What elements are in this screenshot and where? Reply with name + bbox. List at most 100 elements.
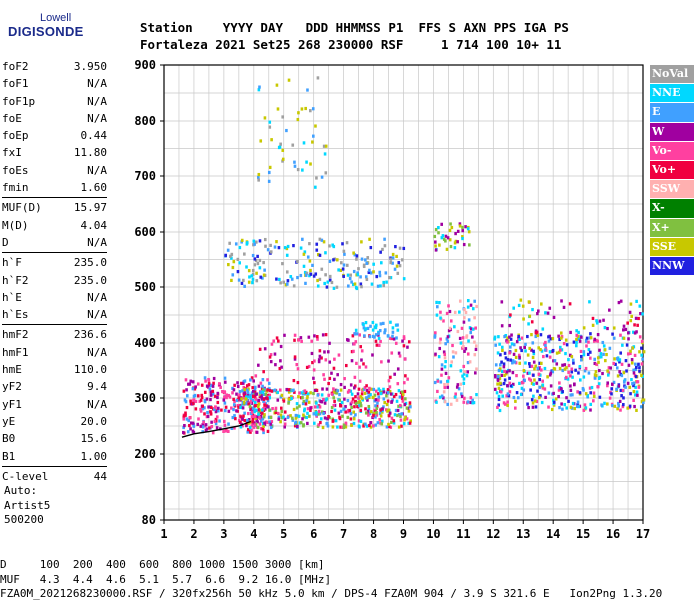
echo-point [399, 414, 402, 418]
echo-point [253, 400, 257, 404]
echo-point [230, 406, 233, 410]
echo-point [530, 398, 534, 402]
x-tick-label: 15 [576, 527, 590, 541]
echo-point [249, 430, 252, 434]
echo-point [224, 405, 228, 409]
echo-point [334, 419, 338, 423]
echo-point [234, 417, 237, 421]
echo-point [376, 401, 379, 405]
echo-point [582, 353, 586, 357]
echo-point [251, 253, 255, 258]
echo-point [619, 333, 622, 337]
echo-point [376, 284, 380, 288]
echo-point [589, 332, 592, 336]
echo-point [613, 404, 617, 408]
echo-point [398, 246, 402, 250]
echo-point [262, 424, 265, 428]
echo-point [266, 398, 270, 403]
echo-point [388, 385, 392, 389]
echo-point [461, 341, 464, 345]
distance-row: D 100 200 400 600 800 1000 1500 3000 [km… [0, 558, 325, 571]
echo-point [458, 310, 461, 314]
echo-point [287, 401, 290, 405]
echo-point [213, 419, 217, 424]
echo-point [472, 401, 476, 405]
param-name: C-level [2, 469, 49, 483]
echo-point [261, 384, 264, 388]
echo-point [371, 334, 375, 339]
param-value: 1.00 [80, 449, 108, 463]
param-row: hmE 110.0 [2, 361, 107, 378]
echo-point [313, 359, 316, 363]
param-name: h`E [2, 290, 22, 304]
legend-item: X- [650, 199, 694, 218]
echo-point [318, 277, 322, 281]
echo-point [257, 175, 260, 180]
echo-point [328, 244, 331, 248]
echo-point [344, 410, 347, 414]
echo-point [513, 360, 517, 364]
echo-point [453, 246, 457, 250]
echo-point [196, 394, 200, 398]
echo-point [385, 425, 389, 429]
echo-point [624, 385, 627, 389]
echo-point [595, 321, 599, 325]
echo-point [621, 343, 624, 347]
echo-point [257, 363, 260, 367]
echo-point [279, 142, 282, 146]
echo-point [368, 335, 372, 339]
echo-point [449, 244, 453, 249]
echo-point [191, 421, 195, 425]
param-row: M(D) 4.04 [2, 217, 107, 234]
echo-point [560, 402, 563, 406]
echo-point [247, 394, 251, 398]
echo-point [224, 429, 228, 433]
echo-point [402, 344, 406, 348]
echo-point [373, 393, 377, 397]
echo-point [344, 421, 348, 425]
echo-point [506, 400, 509, 404]
echo-point [364, 365, 368, 369]
param-row: foE N/A [2, 110, 107, 127]
echo-point [378, 329, 382, 333]
echo-point [401, 399, 405, 403]
echo-point [279, 420, 282, 424]
echo-point [496, 405, 499, 409]
echo-point [379, 408, 382, 412]
echo-point [471, 398, 474, 402]
echo-point [262, 415, 266, 419]
echo-point [311, 263, 314, 267]
echo-point [375, 343, 379, 347]
echo-point [291, 143, 295, 147]
echo-point [622, 324, 626, 328]
echo-point [506, 384, 509, 388]
echo-point [400, 396, 404, 400]
echo-point [626, 352, 630, 356]
echo-point [402, 381, 406, 385]
echo-point [222, 429, 225, 433]
echo-point [394, 341, 398, 345]
echo-point [378, 418, 382, 422]
echo-point [258, 347, 262, 351]
param-name: yF2 [2, 380, 22, 394]
echo-point [317, 409, 321, 414]
echo-point [354, 402, 358, 406]
echo-point [216, 391, 220, 396]
echo-point [535, 399, 539, 404]
echo-point [532, 382, 535, 386]
echo-point [286, 415, 290, 419]
scaled-trace [181, 420, 252, 438]
echo-point [210, 420, 213, 424]
echo-point [565, 375, 568, 379]
echo-point [629, 351, 632, 356]
echo-point [182, 425, 185, 430]
echo-point [606, 381, 610, 385]
echo-point [454, 239, 458, 243]
echo-point [605, 352, 608, 357]
echo-point [355, 332, 359, 336]
echo-point [269, 425, 273, 430]
echo-point [227, 393, 231, 398]
echo-point [598, 368, 601, 373]
echo-point [389, 425, 393, 429]
echo-point [372, 395, 375, 400]
